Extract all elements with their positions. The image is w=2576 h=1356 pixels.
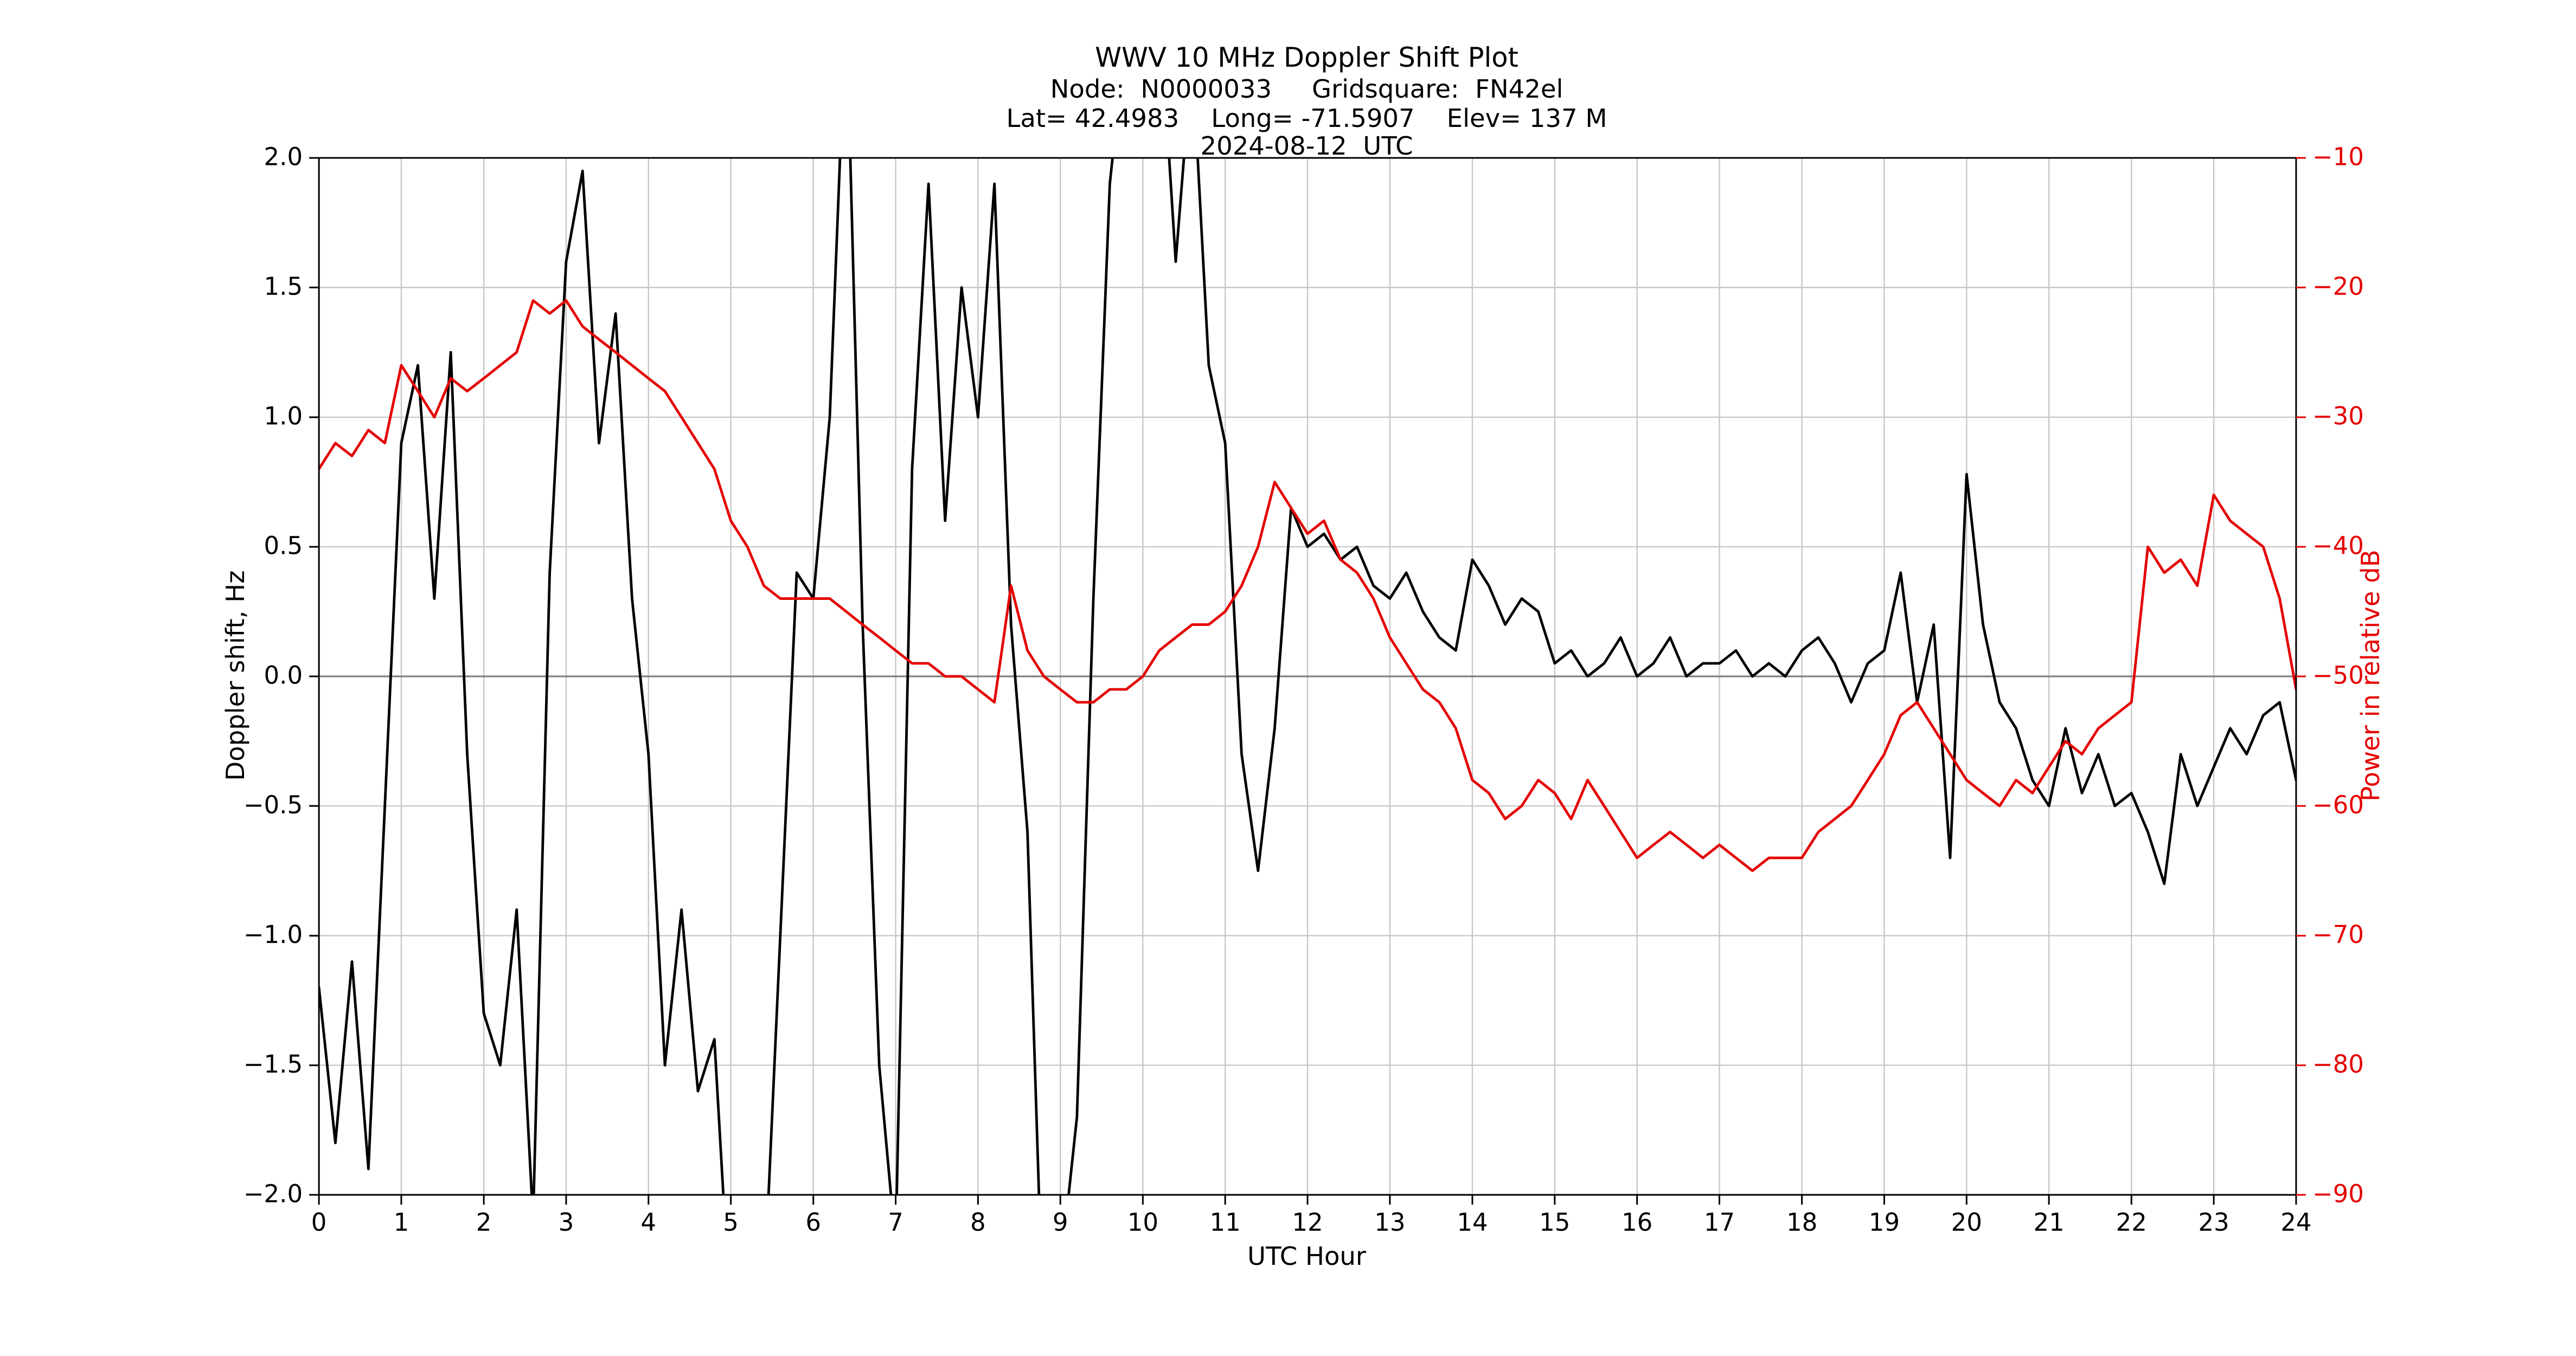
- x-tick-label: 13: [1374, 1208, 1405, 1237]
- x-tick-label: 10: [1127, 1208, 1158, 1237]
- series-doppler: [319, 158, 2296, 1195]
- x-tick-label: 9: [1053, 1208, 1068, 1237]
- x-tick-label: 5: [723, 1208, 739, 1237]
- right-y-tick-label: −40: [2312, 532, 2364, 560]
- x-tick-label: 6: [805, 1208, 821, 1237]
- right-y-tick-label: −70: [2312, 920, 2364, 949]
- x-tick-label: 0: [311, 1208, 327, 1237]
- left-y-tick-label: 1.5: [264, 272, 303, 301]
- left-y-tick-label: −2.0: [243, 1179, 303, 1208]
- x-tick-label: 1: [394, 1208, 409, 1237]
- x-tick-label: 2: [476, 1208, 492, 1237]
- left-y-tick-label: 2.0: [264, 143, 303, 171]
- x-tick-label: 19: [1869, 1208, 1900, 1237]
- x-tick-label: 8: [970, 1208, 986, 1237]
- x-tick-label: 7: [888, 1208, 903, 1237]
- chart-subtitle-node: Node: N0000033 Gridsquare: FN42el: [1050, 74, 1563, 104]
- x-axis-label: UTC Hour: [1247, 1242, 1367, 1271]
- x-tick-label: 18: [1786, 1208, 1817, 1237]
- x-tick-label: 24: [2280, 1208, 2311, 1237]
- x-tick-label: 15: [1539, 1208, 1570, 1237]
- left-y-tick-label: 0.5: [264, 532, 303, 560]
- x-tick-label: 12: [1292, 1208, 1323, 1237]
- left-y-axis-label: Doppler shift, Hz: [221, 570, 250, 781]
- right-y-tick-label: −80: [2312, 1050, 2364, 1078]
- x-tick-label: 20: [1951, 1208, 1982, 1237]
- chart-subtitle-location: Lat= 42.4983 Long= -71.5907 Elev= 137 M: [1007, 104, 1607, 133]
- left-y-tick-label: −0.5: [243, 790, 303, 819]
- x-tick-label: 3: [559, 1208, 574, 1237]
- x-tick-label: 11: [1210, 1208, 1241, 1237]
- chart-subtitle-date: 2024-08-12 UTC: [1201, 131, 1413, 161]
- right-y-tick-label: −10: [2312, 143, 2364, 171]
- data-series: [319, 158, 2296, 1195]
- right-y-tick-label: −50: [2312, 661, 2364, 690]
- right-y-tick-label: −30: [2312, 402, 2364, 431]
- right-y-axis-label: Power in relative dB: [2356, 549, 2385, 801]
- x-tick-label: 23: [2198, 1208, 2229, 1237]
- chart-title: WWV 10 MHz Doppler Shift Plot: [1095, 42, 1518, 73]
- axis-ticks: 0 1 2 3 4 5 6 7 8 9 10 11 12 13 14 15 16 17 18 19 20 21 22 23 24…: [243, 143, 2364, 1237]
- x-tick-label: 16: [1622, 1208, 1652, 1237]
- right-y-tick-label: −90: [2312, 1179, 2364, 1208]
- right-y-tick-label: −20: [2312, 272, 2364, 301]
- left-y-tick-label: 0.0: [264, 661, 303, 690]
- x-tick-label: 21: [2033, 1208, 2064, 1237]
- x-tick-label: 4: [640, 1208, 656, 1237]
- left-y-tick-label: 1.0: [264, 402, 303, 431]
- x-tick-label: 22: [2116, 1208, 2147, 1237]
- x-tick-label: 17: [1704, 1208, 1735, 1237]
- series-power: [319, 299, 2296, 872]
- x-tick-label: 14: [1457, 1208, 1488, 1237]
- left-y-tick-label: −1.5: [243, 1050, 303, 1078]
- left-y-tick-label: −1.0: [243, 920, 303, 949]
- right-y-tick-label: −60: [2312, 790, 2364, 819]
